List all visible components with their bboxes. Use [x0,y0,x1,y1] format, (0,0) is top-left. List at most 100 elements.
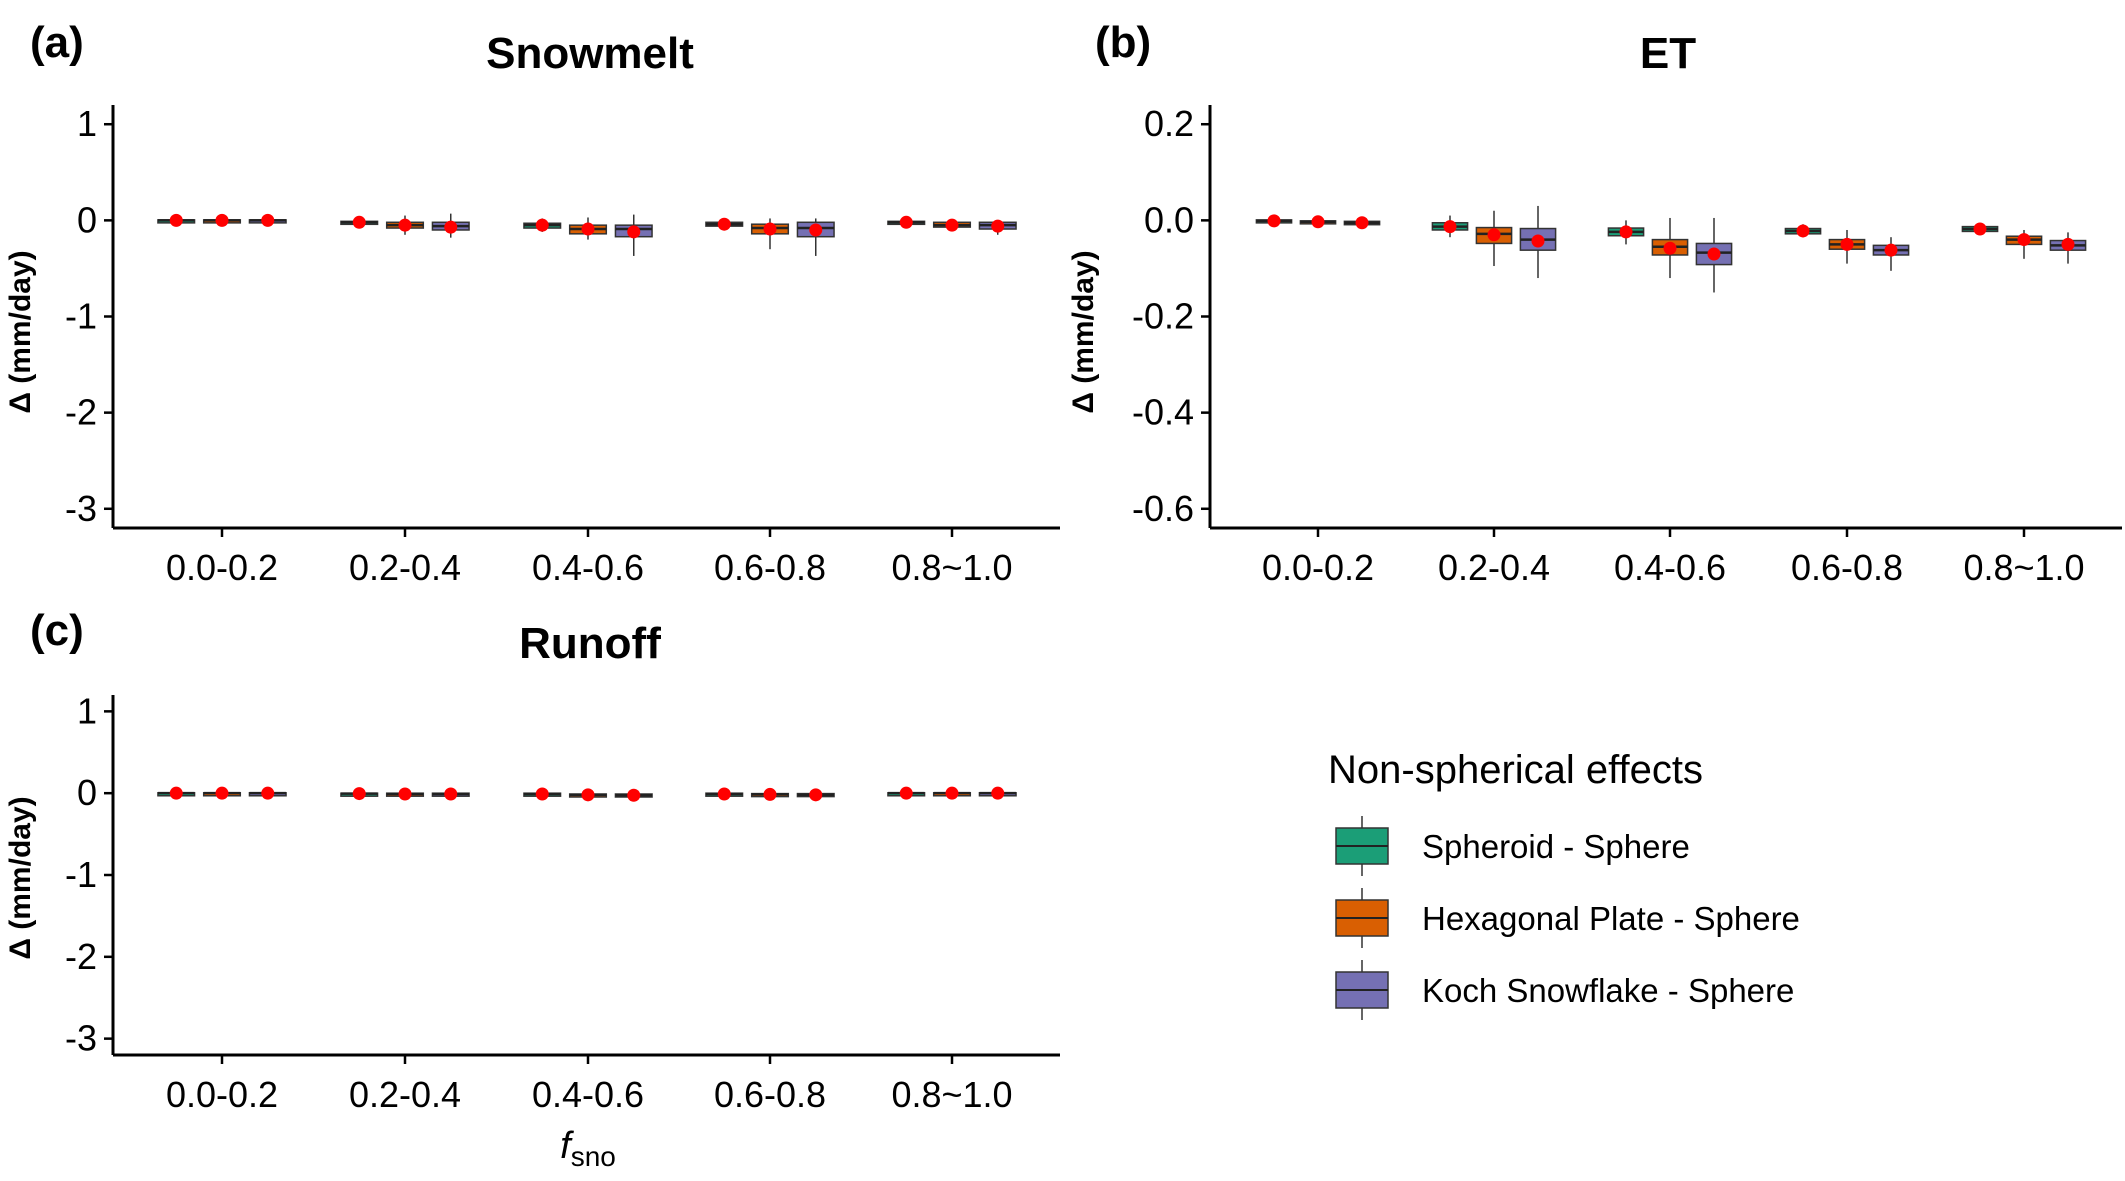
box-snowmelt-0-4 [887,215,926,229]
mean-point [444,787,458,801]
box-runoff-0-0 [157,786,196,800]
y-tick-label: 0 [77,199,97,240]
box-runoff-0-2 [523,787,562,801]
mean-point [398,787,412,801]
legend-entries: Spheroid - Sphere Hexagonal Plate - Spher… [1335,816,1800,1020]
panel-label-b: (b) [1095,18,1151,67]
legend-entry: Spheroid - Sphere [1335,816,1690,876]
legend-title: Non-spherical effects [1328,748,1703,792]
box-runoff-1-0 [202,786,242,800]
panel-label-a: (a) [30,18,84,67]
y-tick-label: -3 [65,1018,97,1059]
mean-point [627,788,641,802]
y-tick-label: -1 [65,296,97,337]
mean-point [215,786,229,800]
y-axis-title-et: Δ (mm/day) [1067,250,1100,413]
mean-point [169,213,183,227]
x-tick-label: 0.0-0.2 [166,547,278,588]
x-tick-label: 0.0-0.2 [166,1074,278,1115]
mean-point [581,788,595,802]
mean-point [991,219,1005,233]
y-tick-label: 1 [77,690,97,731]
box-runoff-2-4 [978,786,1017,800]
y-tick-label: -0.6 [1132,488,1194,529]
legend: Non-spherical effects Spheroid - Sphere H… [1328,748,1800,1020]
panel-title-runoff: Runoff [519,619,661,668]
box-et-2-1 [1519,205,1557,279]
box-snowmelt-2-1 [431,213,470,238]
box-runoff-0-4 [887,786,926,800]
panel-runoff: (c) Runoff Δ (mm/day) 1 0 -1 -2 -3 0.0-0.2 0.2… [4,606,1060,1115]
mean-point [1355,216,1369,230]
mean-point [1973,222,1987,236]
box-snowmelt-2-3 [796,218,835,256]
mean-point [1311,215,1325,229]
x-tick-label: 0.0-0.2 [1262,547,1374,588]
mean-point [717,787,731,801]
mean-point [991,786,1005,800]
mean-point [215,213,229,227]
y-tick-label: 0 [77,772,97,813]
box-et-2-2 [1695,217,1733,293]
box-snowmelt-1-2 [568,217,608,240]
mean-point [1707,247,1721,261]
y-axis-title-snowmelt: Δ (mm/day) [4,250,37,413]
box-snowmelt-1-1 [385,215,425,235]
x-tick-label: 0.2-0.4 [1438,547,1550,588]
mean-point [1663,241,1677,255]
mean-point [1619,225,1633,239]
mean-point [945,786,959,800]
mean-point [899,786,913,800]
box-snowmelt-2-0 [248,213,287,227]
box-et-0-3 [1784,224,1822,238]
box-et-2-3 [1872,237,1910,271]
box-et-1-2 [1651,217,1689,279]
box-et-2-4 [2049,232,2087,264]
box-snowmelt-0-0 [157,213,196,227]
box-runoff-1-1 [385,787,425,801]
mean-point [627,225,641,239]
y-tick-label: -0.4 [1132,392,1194,433]
mean-point [261,213,275,227]
box-runoff-2-3 [796,788,835,802]
mean-point [2061,237,2075,251]
x-axis-title-main: f [560,1125,574,1167]
x-tick-label: 0.2-0.4 [349,1074,461,1115]
x-tick-label: 0.8~1.0 [891,1074,1012,1115]
mean-point [1487,228,1501,242]
y-tick-label: -0.2 [1132,296,1194,337]
mean-point [398,218,412,232]
mean-point [352,215,366,229]
x-tick-label: 0.4-0.6 [532,1074,644,1115]
mean-point [763,222,777,236]
box-snowmelt-1-0 [202,213,242,227]
y-tick-label: 1 [77,103,97,144]
box-runoff-1-4 [932,786,972,800]
mean-point [717,217,731,231]
x-tick-label: 0.2-0.4 [349,547,461,588]
y-tick-label: 0.0 [1144,199,1194,240]
box-et-0-1 [1431,215,1469,238]
mean-point [1443,220,1457,234]
panel-snowmelt: (a) Snowmelt Δ (mm/day) 1 0 -1 -2 -3 0.0-0.2 0… [4,18,1060,588]
mean-point [2017,233,2031,247]
mean-point [1840,237,1854,251]
panel-label-c: (c) [30,606,84,655]
box-snowmelt-0-1 [340,215,379,229]
mean-point [261,786,275,800]
y-tick-label: -1 [65,854,97,895]
box-snowmelt-1-4 [932,218,972,232]
x-axis-title: fsno [560,1125,616,1172]
mean-point [581,222,595,236]
legend-entry: Hexagonal Plate - Sphere [1335,888,1800,948]
box-runoff-2-2 [614,788,653,802]
box-runoff-1-2 [568,788,608,802]
y-tick-label: -2 [65,392,97,433]
box-snowmelt-2-2 [614,214,653,256]
mean-point [763,787,777,801]
mean-point [809,788,823,802]
legend-entry-label: Spheroid - Sphere [1422,828,1690,865]
panel-title-et: ET [1640,29,1696,78]
x-tick-label: 0.6-0.8 [714,547,826,588]
